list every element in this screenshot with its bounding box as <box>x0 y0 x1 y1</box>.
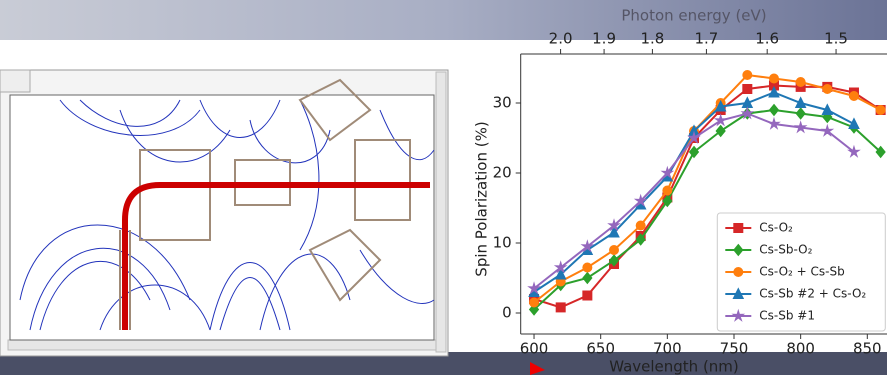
y-axis-label: Spin Polarization (%) <box>473 121 491 276</box>
legend-label: Cs-Sb #2 + Cs-O₂ <box>759 287 866 301</box>
data-point <box>849 92 858 101</box>
page: {"chart_data": {"type": "line", "x_label… <box>0 0 887 375</box>
simulation-image <box>0 70 448 356</box>
y-tick-label: 30 <box>493 94 512 112</box>
data-point <box>636 221 645 230</box>
x-tick-label: 600 <box>520 340 549 358</box>
data-point <box>823 85 832 94</box>
x2-tick-label: 1.9 <box>592 30 616 48</box>
x-tick-label: 650 <box>586 340 615 358</box>
data-point <box>583 263 592 272</box>
legend-marker <box>734 268 743 277</box>
data-point <box>796 78 805 87</box>
data-point <box>743 85 752 94</box>
x2-tick-label: 1.5 <box>824 30 848 48</box>
legend-marker <box>734 224 743 233</box>
legend-label: Cs-Sb-O₂ <box>759 243 812 257</box>
y-tick-label: 20 <box>493 164 512 182</box>
data-point <box>743 71 752 80</box>
legend-label: Cs-Sb #1 <box>759 309 815 323</box>
data-point <box>769 74 778 83</box>
y-tick-label: 0 <box>502 304 512 322</box>
data-point <box>556 303 565 312</box>
data-point <box>583 291 592 300</box>
x2-axis-label: Photon energy (eV) <box>621 7 766 25</box>
x2-tick-label: 1.6 <box>755 30 779 48</box>
y-tick-label: 10 <box>493 234 512 252</box>
legend-label: Cs-O₂ + Cs-Sb <box>759 265 844 279</box>
x2-tick-label: 2.0 <box>549 30 573 48</box>
x2-tick-label: 1.8 <box>640 30 664 48</box>
data-point <box>876 106 885 115</box>
x-tick-label: 800 <box>786 340 815 358</box>
x2-tick-label: 1.7 <box>694 30 718 48</box>
x-tick-label: 700 <box>653 340 682 358</box>
screen: 0 10 20 30 600 650 700 750 800 850 2.0 1.9 1.8 1.7 1.6… <box>0 0 887 375</box>
data-point <box>610 246 619 255</box>
x-tick-label: 850 <box>853 340 882 358</box>
x-axis-label: Wavelength (nm) <box>609 358 739 375</box>
legend-label: Cs-O₂ <box>759 221 793 235</box>
x-tick-label: 750 <box>720 340 749 358</box>
data-point <box>663 186 672 195</box>
data-point <box>530 298 539 307</box>
